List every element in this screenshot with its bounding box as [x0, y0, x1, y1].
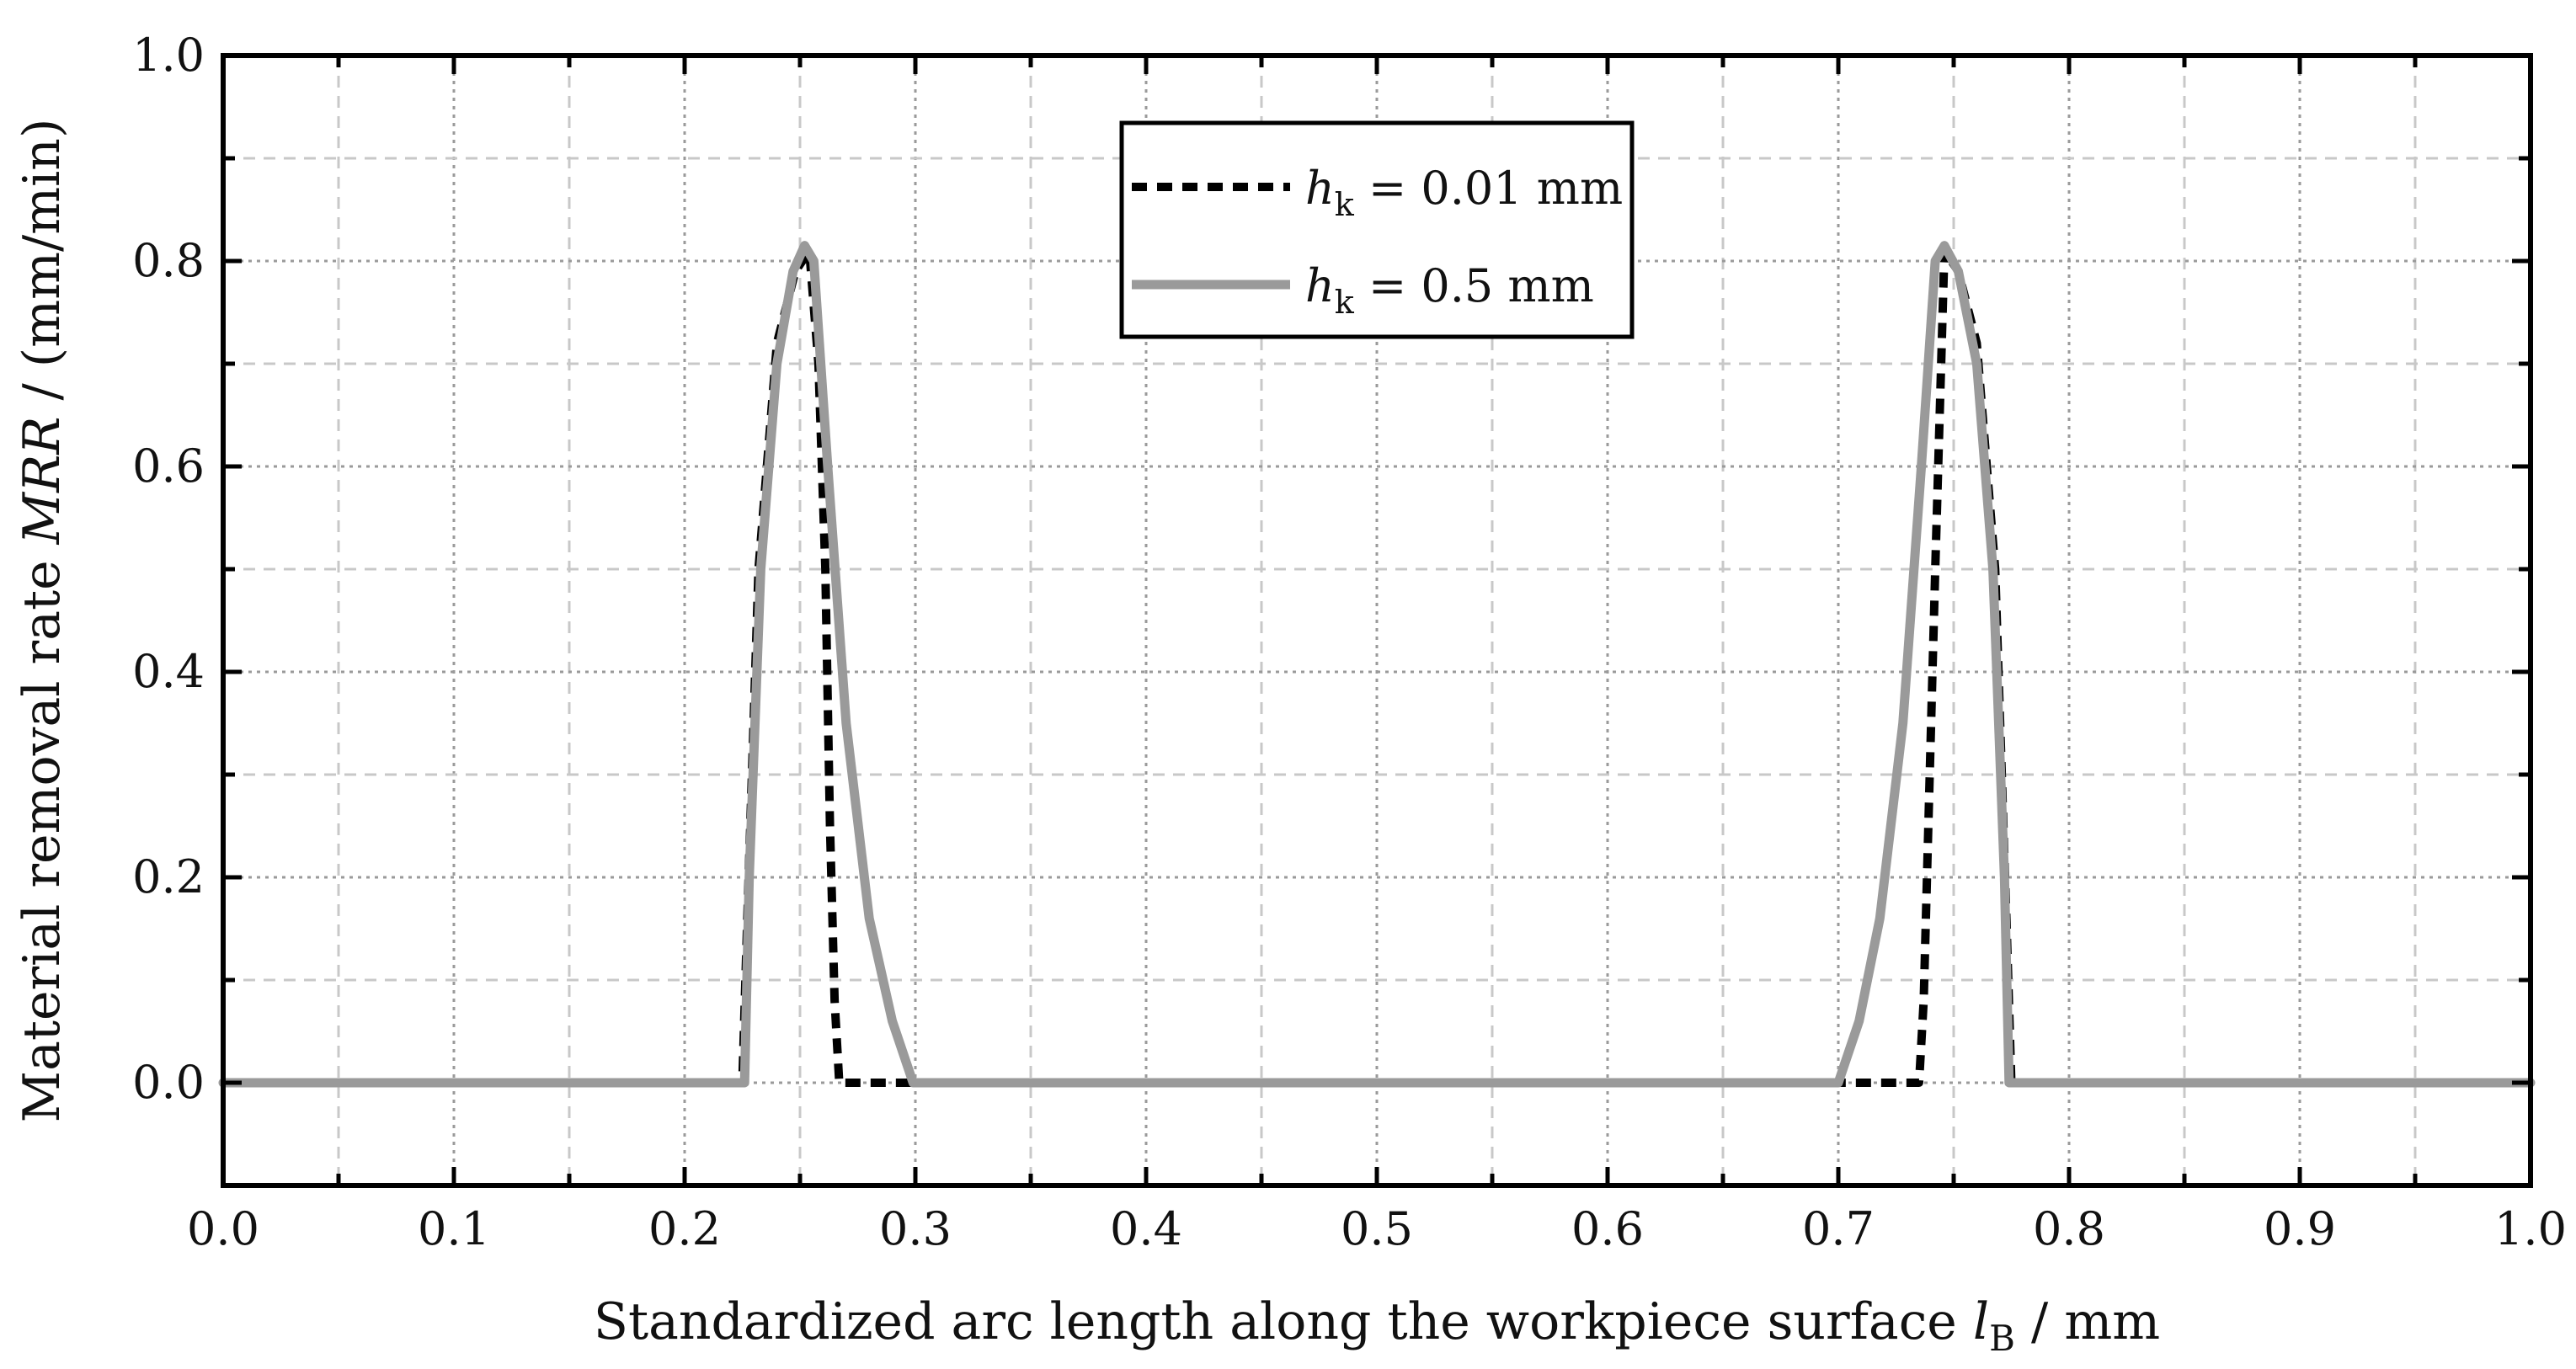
x-tick-label: 0.1 — [418, 1202, 490, 1255]
axis-ticks — [221, 53, 2533, 1188]
y-tick-label: 0.8 — [132, 234, 205, 287]
x-tick-label: 1.0 — [2494, 1202, 2567, 1255]
series-line-hk-0-5 — [218, 241, 2536, 1088]
x-tick-label: 0.4 — [1110, 1202, 1182, 1255]
x-tick-label: 0.3 — [879, 1202, 952, 1255]
legend-entry-label: hk = 0.01 mm — [1305, 162, 1623, 223]
tick-labels: 0.0 0.1 0.2 0.3 0.4 0.5 0.6 0.7 0.8 0.9 1.0 0.0 0.2 0… — [132, 29, 2567, 1255]
y-tick-label: 0.6 — [132, 439, 205, 493]
x-axis-label: Standardized arc length along the workpi… — [594, 1292, 2160, 1359]
legend: hk = 0.01 mm hk = 0.5 mm — [1119, 120, 1635, 339]
series-lines — [218, 241, 2536, 1088]
x-tick-label: 0.2 — [648, 1202, 721, 1255]
y-tick-label: 0.2 — [132, 850, 205, 903]
x-tick-label: 0.0 — [187, 1202, 259, 1255]
x-tick-label: 0.6 — [1571, 1202, 1644, 1255]
y-tick-label: 0.4 — [132, 645, 205, 698]
legend-box — [1119, 120, 1635, 339]
y-axis-label: Material removal rate MRR / (mm/min) — [13, 119, 72, 1123]
x-tick-label: 0.9 — [2264, 1202, 2336, 1255]
x-tick-label: 0.7 — [1802, 1202, 1875, 1255]
y-tick-label: 1.0 — [132, 29, 205, 82]
x-tick-label: 0.8 — [2033, 1202, 2105, 1255]
y-tick-label: 0.0 — [132, 1056, 205, 1109]
x-tick-label: 0.5 — [1341, 1202, 1413, 1255]
legend-entry-label: hk = 0.5 mm — [1305, 259, 1594, 321]
